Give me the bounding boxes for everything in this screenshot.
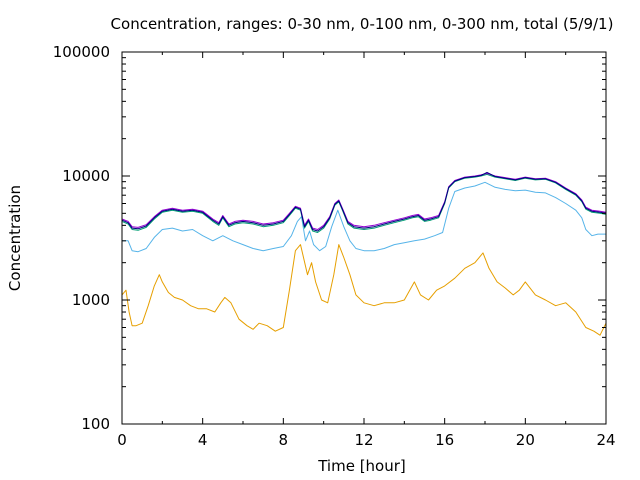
y-tick-label: 100000 (53, 43, 110, 61)
x-tick-label: 12 (354, 431, 373, 449)
series-line-2 (122, 181, 606, 253)
x-tick-label: 0 (117, 431, 127, 449)
series-layer (121, 171, 607, 336)
series-line-3 (121, 173, 607, 233)
x-tick-label: 20 (516, 431, 535, 449)
y-axis-title: Concentration (6, 185, 24, 291)
y-tick-label: 1000 (72, 291, 110, 309)
series-line-1 (121, 244, 607, 336)
x-tick-label: 24 (596, 431, 615, 449)
y-tick-label: 10000 (62, 167, 110, 185)
y-tick-label: 100 (81, 415, 110, 433)
series-line-4 (121, 172, 607, 230)
x-tick-label: 4 (198, 431, 208, 449)
series-line-5 (121, 171, 607, 232)
x-tick-label: 16 (435, 431, 454, 449)
chart-title: Concentration, ranges: 0-30 nm, 0-100 nm… (111, 15, 614, 33)
x-axis-title: Time [hour] (317, 457, 406, 475)
tick-layer: 0 4 8 12 16 20 24 100 1000 10000 100000 (53, 43, 616, 449)
x-tick-label: 8 (279, 431, 289, 449)
plot-frame (121, 51, 607, 425)
